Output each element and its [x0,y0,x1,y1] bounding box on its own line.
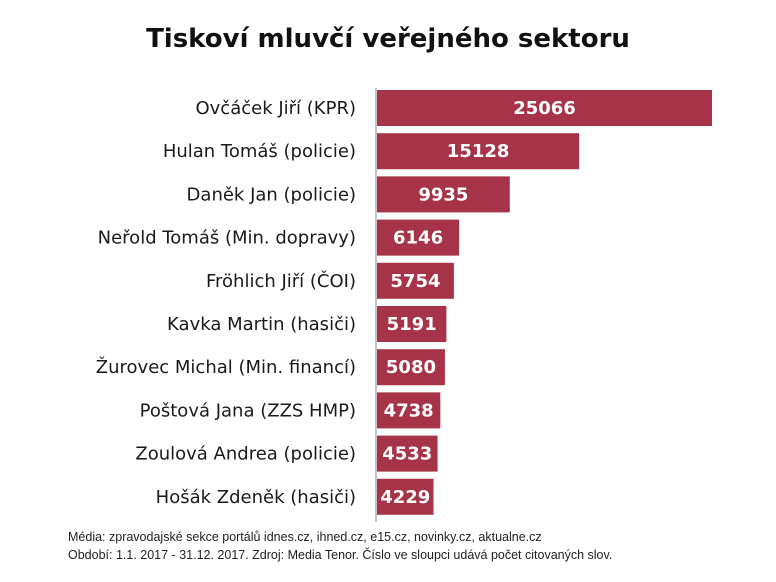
category-label: Fröhlich Jiří (ČOI) [206,270,356,292]
data-label: 5080 [386,357,436,378]
bar [377,133,580,170]
category-label: Ovčáček Jiří (KPR) [195,98,356,119]
bar [377,306,447,342]
bar [377,349,445,386]
category-label: Hošák Zdeněk (hasiči) [156,487,356,508]
chart-title: Tiskoví mluvčí veřejného sektoru [146,24,630,54]
data-label: 5754 [390,271,440,292]
category-label: Neřold Tomáš (Min. dopravy) [98,228,356,249]
data-label: 4229 [380,487,430,508]
category-label: Zoulová Andrea (policie) [135,444,356,465]
bar [377,262,454,299]
data-label: 25066 [513,98,576,119]
footnote-media: Média: zpravodajské sekce portálů idnes.… [68,530,542,544]
bar [377,90,712,126]
category-label: Kavka Martin (hasiči) [167,314,356,335]
category-label: Daněk Jan (policie) [187,184,356,205]
category-label: Hulan Tomáš (policie) [163,141,356,162]
category-label: Poštová Jana (ZZS HMP) [140,400,356,421]
data-label: 15128 [447,141,510,162]
bar [377,219,460,256]
data-label: 4738 [384,400,434,421]
data-label: 6146 [393,228,443,249]
data-label: 4533 [382,444,432,465]
category-label: Žurovec Michal (Min. financí) [96,356,356,378]
data-label: 9935 [418,184,468,205]
data-label: 5191 [387,314,437,335]
bar [377,392,441,429]
bar [377,478,434,515]
bar [377,176,510,213]
bar [377,435,438,472]
footnote-period-source: Období: 1.1. 2017 - 31.12. 2017. Zdroj: … [68,548,613,562]
